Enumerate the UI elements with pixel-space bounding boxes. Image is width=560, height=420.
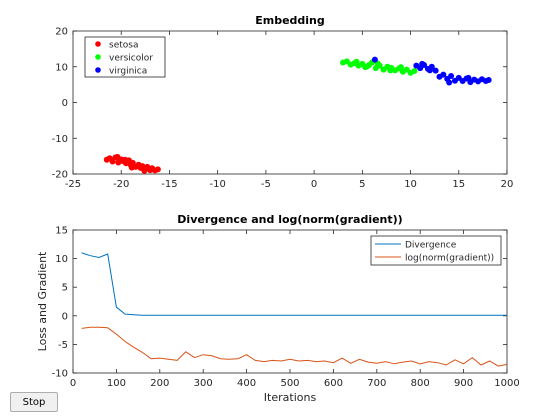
scatter-point-virginica — [485, 76, 492, 83]
scatter-point-virginica — [446, 79, 453, 86]
x-tick-label: -5 — [261, 179, 271, 190]
legend-marker-setosa — [95, 41, 101, 47]
x-tick-label: 5 — [359, 179, 365, 190]
legend-box — [370, 235, 502, 266]
scatter-point-setosa — [122, 156, 129, 163]
stop-button[interactable]: Stop — [10, 392, 58, 412]
legend-marker-virginica — [95, 67, 101, 73]
legend-label: log(norm(gradient)) — [405, 254, 494, 264]
x-tick-label: 10 — [404, 179, 417, 190]
x-tick-label: 20 — [501, 179, 514, 190]
x-tick-label: -25 — [65, 179, 81, 190]
scatter-point-virginica — [426, 67, 433, 74]
series-line-divergence — [81, 252, 507, 316]
x-tick-label: 600 — [324, 378, 343, 389]
x-tick-label: 900 — [454, 378, 473, 389]
y-tick-label: 0 — [62, 98, 68, 109]
x-tick-label: -20 — [113, 179, 129, 190]
y-tick-label: 10 — [55, 254, 68, 265]
x-tick-label: 800 — [411, 378, 430, 389]
scatter-point-setosa — [141, 167, 148, 174]
y-tick-label: 0 — [62, 311, 68, 322]
scatter-point-virginica — [419, 60, 426, 67]
y-tick-label: -10 — [52, 134, 68, 145]
x-tick-label: 700 — [367, 378, 386, 389]
scatter-point-setosa — [114, 153, 121, 160]
x-tick-label: 100 — [107, 378, 126, 389]
scatter-point-versicolor — [387, 67, 394, 74]
x-tick-label: 400 — [237, 378, 256, 389]
x-tick-label: -15 — [161, 179, 177, 190]
series-line-log-norm-gradient-- — [81, 326, 508, 367]
x-tick-label: 200 — [150, 378, 169, 389]
chart-title: Divergence and log(norm(gradient)) — [177, 213, 402, 226]
y-tick-label: -10 — [52, 369, 68, 380]
chart-title: Embedding — [255, 14, 325, 27]
y-tick-label: 15 — [55, 226, 68, 237]
x-tick-label: 500 — [280, 378, 299, 389]
legend-label-versicolor: versicolor — [109, 54, 153, 64]
scatter-point-virginica — [465, 74, 472, 81]
scatter-point-virginica — [371, 56, 378, 63]
y-axis-label: Loss and Gradient — [36, 251, 49, 351]
scatter-point-virginica — [440, 71, 447, 78]
y-tick-label: -5 — [58, 340, 68, 351]
scatter-point-virginica — [432, 67, 439, 74]
scatter-point-versicolor — [353, 58, 360, 65]
legend-marker-versicolor — [95, 54, 101, 60]
x-axis-label: Iterations — [264, 391, 317, 404]
x-tick-label: 0 — [70, 378, 76, 389]
y-tick-label: 20 — [55, 27, 68, 38]
scatter-point-virginica — [448, 73, 455, 80]
legend-label: Divergence — [405, 241, 457, 251]
y-tick-label: 10 — [55, 62, 68, 73]
scatter-point-setosa — [154, 166, 161, 173]
x-tick-label: 15 — [452, 179, 465, 190]
x-tick-label: 300 — [194, 378, 213, 389]
x-tick-label: 0 — [311, 179, 317, 190]
scatter-point-versicolor — [411, 68, 418, 75]
x-tick-label: -10 — [209, 179, 225, 190]
scatter-point-versicolor — [364, 63, 371, 70]
x-tick-label: 1000 — [494, 378, 519, 389]
legend-label-virginica: virginica — [109, 67, 147, 77]
legend-label-setosa: setosa — [109, 41, 138, 51]
y-tick-label: 5 — [62, 283, 68, 294]
y-tick-label: -20 — [52, 170, 68, 181]
scatter-point-versicolor — [397, 64, 404, 71]
scatter-point-setosa — [128, 164, 135, 171]
